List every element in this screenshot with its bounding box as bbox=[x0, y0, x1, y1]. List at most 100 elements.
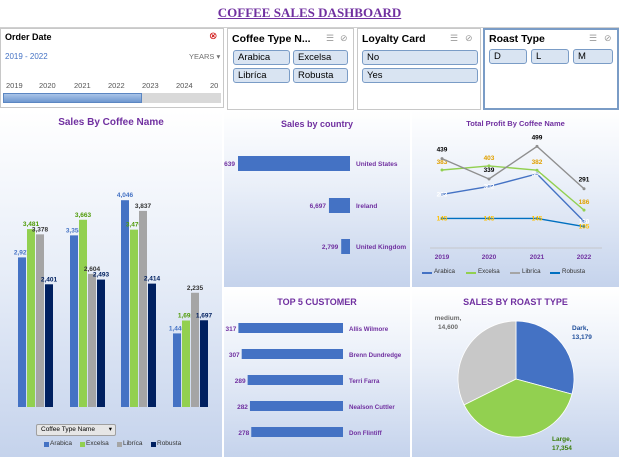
chart-title: Sales By Coffee Name bbox=[58, 117, 164, 128]
multi-select-icon[interactable]: ☰ bbox=[450, 33, 459, 43]
legend-label-robusta: Robusta bbox=[562, 268, 586, 275]
timeline-year[interactable]: 2024 bbox=[176, 81, 193, 90]
customer-label: Nealson Cuttler bbox=[349, 404, 395, 411]
chart-title: Total Profit By Coffee Name bbox=[466, 119, 565, 128]
legend-label-excelsa: Excelsa bbox=[86, 440, 109, 447]
legend-label-arabica: Arabica bbox=[434, 268, 455, 275]
data-label: 383 bbox=[437, 159, 448, 166]
slicer-item-l[interactable]: L bbox=[531, 49, 569, 64]
slicer-item-d[interactable]: D bbox=[489, 49, 527, 64]
legend-swatch-excelsa bbox=[80, 442, 85, 447]
coffee-type-slicer-title: Coffee Type N... bbox=[232, 33, 311, 45]
data-label: 6,697 bbox=[310, 203, 327, 210]
timeline-year[interactable]: 2022 bbox=[108, 81, 125, 90]
legend-line-liberica bbox=[510, 272, 520, 274]
title-bar: COFFEE SALES DASHBOARD bbox=[0, 0, 619, 28]
data-label: 3,837 bbox=[135, 203, 152, 210]
data-label: 145 bbox=[532, 215, 543, 222]
data-label: 439 bbox=[437, 147, 448, 154]
bar-excelsa bbox=[27, 229, 35, 407]
timeline-year[interactable]: 2023 bbox=[142, 81, 159, 90]
pie-label: Large, bbox=[552, 436, 572, 443]
clear-filter-icon[interactable]: ⊘ bbox=[604, 33, 612, 43]
dropdown-arrow-icon: ▾ bbox=[108, 426, 112, 433]
data-label: 130 bbox=[579, 219, 590, 226]
multi-select-icon[interactable]: ☰ bbox=[326, 33, 335, 43]
timeline-year[interactable]: 2019 bbox=[6, 81, 23, 90]
slicer-item-arabica[interactable]: Arabica bbox=[233, 50, 290, 65]
data-label: 2,401 bbox=[41, 276, 58, 283]
slicer-item-excelsa[interactable]: Excelsa bbox=[293, 50, 348, 65]
data-label: 105 bbox=[579, 224, 590, 231]
bar-arabica bbox=[18, 257, 26, 407]
data-label: 145 bbox=[484, 215, 495, 222]
data-point bbox=[440, 192, 444, 196]
data-label: 2,927 bbox=[14, 249, 31, 256]
data-label: 382 bbox=[532, 159, 543, 166]
legend-line-excelsa bbox=[466, 272, 476, 274]
data-point bbox=[487, 216, 491, 220]
data-label: 3,663 bbox=[75, 212, 92, 219]
tick-label: 2021 bbox=[530, 254, 545, 261]
data-label: 307 bbox=[229, 352, 240, 359]
data-label: 3,481 bbox=[23, 221, 40, 228]
data-label: 291 bbox=[579, 177, 590, 184]
series-line-robusta bbox=[442, 217, 585, 228]
coffee-type-filter-button[interactable]: Coffee Type Name ▾ bbox=[36, 424, 116, 436]
slicer-item-liberica[interactable]: Libríca bbox=[233, 68, 290, 83]
data-label: 2,414 bbox=[144, 276, 161, 283]
customer-bar bbox=[249, 401, 343, 411]
pie-label: Dark, bbox=[572, 325, 588, 332]
data-label: 2,493 bbox=[93, 272, 110, 279]
country-label: United Kingdom bbox=[356, 244, 406, 251]
data-label: 317 bbox=[226, 326, 237, 333]
bar-robusta bbox=[45, 284, 53, 407]
country-bar bbox=[238, 156, 350, 171]
customer-bar bbox=[238, 323, 343, 333]
slicer-item-no[interactable]: No bbox=[362, 50, 478, 65]
data-label: 499 bbox=[532, 134, 543, 141]
chevron-down-icon: ▾ bbox=[216, 52, 221, 61]
slicer-item-yes[interactable]: Yes bbox=[362, 68, 478, 83]
data-point bbox=[487, 177, 491, 181]
tick-label: 2019 bbox=[435, 254, 450, 261]
pie-slice-large bbox=[463, 378, 573, 438]
data-label: 403 bbox=[484, 155, 495, 162]
timeline-year[interactable]: 20 bbox=[210, 81, 219, 90]
legend-label-robusta: Robusta bbox=[157, 440, 182, 447]
timeline-selection[interactable] bbox=[3, 93, 142, 103]
data-label: 3,358 bbox=[66, 227, 83, 234]
pie-slice-medium bbox=[457, 320, 517, 406]
data-label: 14,600 bbox=[438, 324, 458, 331]
legend-line-robusta bbox=[550, 272, 560, 274]
timeline-year[interactable]: 2021 bbox=[74, 81, 91, 90]
slicer-item-m[interactable]: M bbox=[573, 49, 613, 64]
multi-select-icon[interactable]: ☰ bbox=[589, 33, 598, 43]
timeline-level[interactable]: YEARS ▾ bbox=[189, 52, 220, 61]
data-point bbox=[535, 216, 539, 220]
series-line-excelsa bbox=[441, 165, 585, 211]
data-label: 364 bbox=[532, 171, 543, 178]
legend: Arabica Excelsa Libríca Robusta bbox=[44, 439, 222, 449]
customer-bar bbox=[247, 375, 343, 385]
timeline-year[interactable]: 2020 bbox=[39, 81, 56, 90]
clear-filter-icon[interactable]: ⊘ bbox=[465, 33, 473, 43]
data-point bbox=[440, 168, 444, 172]
clear-filter-icon[interactable]: ⊗ bbox=[209, 31, 218, 42]
timeline-years: 2019 2020 2021 2022 2023 2024 20 bbox=[1, 81, 225, 91]
data-point bbox=[535, 172, 539, 176]
data-label: 2,235 bbox=[187, 285, 204, 292]
data-point bbox=[487, 185, 491, 189]
customer-label: Allis Wilmore bbox=[349, 326, 389, 333]
slicer-item-robusta[interactable]: Robusta bbox=[293, 68, 348, 83]
data-label: 263 bbox=[437, 191, 448, 198]
top5-customer-chart: 317 Allis Wilmore 307 Brenn Dundredge 289 Ter… bbox=[226, 323, 402, 437]
data-label: 2,799 bbox=[322, 244, 339, 251]
data-point bbox=[582, 208, 586, 212]
data-point bbox=[535, 144, 539, 148]
pie-label: medium, bbox=[435, 315, 462, 322]
order-date-timeline[interactable]: Order Date ⊗ 2019 - 2022 YEARS ▾ 2019 20… bbox=[0, 28, 224, 108]
data-point bbox=[440, 157, 444, 161]
clear-filter-icon[interactable]: ⊘ bbox=[340, 33, 348, 43]
